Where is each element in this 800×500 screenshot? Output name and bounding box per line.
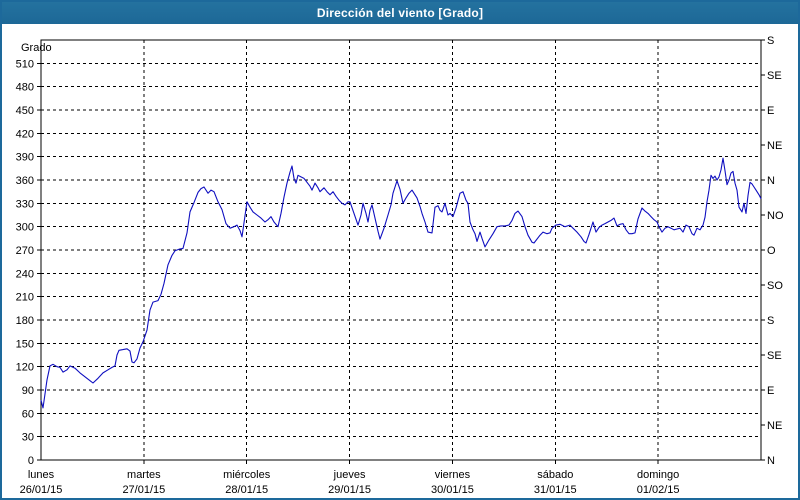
window-title-bar: Dirección del viento [Grado] bbox=[2, 2, 798, 24]
compass-label: NO bbox=[767, 210, 784, 222]
day-name-label: sábado bbox=[537, 469, 573, 481]
compass-label: E bbox=[767, 385, 774, 397]
day-date-label: 29/01/15 bbox=[328, 484, 371, 496]
day-name-label: jueves bbox=[333, 469, 366, 481]
compass-label: N bbox=[767, 175, 775, 187]
day-date-label: 01/02/15 bbox=[637, 484, 680, 496]
day-name-label: miércoles bbox=[223, 469, 271, 481]
day-date-label: 28/01/15 bbox=[225, 484, 268, 496]
y-tick-label: 180 bbox=[16, 315, 34, 327]
y-tick-label: 240 bbox=[16, 268, 34, 280]
compass-label: NE bbox=[767, 140, 782, 152]
y-tick-label: 90 bbox=[22, 385, 34, 397]
compass-label: NE bbox=[767, 420, 782, 432]
y-tick-label: 450 bbox=[16, 105, 34, 117]
y-tick-label: 300 bbox=[16, 222, 34, 234]
y-tick-label: 30 bbox=[22, 432, 34, 444]
day-date-label: 27/01/15 bbox=[122, 484, 165, 496]
y-tick-label: 480 bbox=[16, 82, 34, 94]
day-name-label: martes bbox=[127, 469, 161, 481]
compass-label: S bbox=[767, 35, 774, 47]
chart-area: 0 30 60 90 120 150 180 210 240 270 300 330 360 390 420… bbox=[2, 24, 798, 498]
compass-label: SE bbox=[767, 70, 782, 82]
wind-direction-chart: 0 30 60 90 120 150 180 210 240 270 300 330 360 390 420… bbox=[16, 35, 784, 496]
day-date-label: 26/01/15 bbox=[20, 484, 63, 496]
wind-direction-line bbox=[40, 157, 762, 409]
y-tick-label: 360 bbox=[16, 175, 34, 187]
compass-label: E bbox=[767, 105, 774, 117]
y-tick-label: 510 bbox=[16, 58, 34, 70]
day-name-label: viernes bbox=[435, 469, 471, 481]
compass-label: N bbox=[767, 455, 775, 467]
compass-label: SO bbox=[767, 280, 783, 292]
y-tick-label: 390 bbox=[16, 152, 34, 164]
y-tick-label: 330 bbox=[16, 198, 34, 210]
day-name-label: lunes bbox=[28, 469, 55, 481]
compass-label: S bbox=[767, 315, 774, 327]
day-name-label: domingo bbox=[637, 469, 679, 481]
y-tick-label: 120 bbox=[16, 362, 34, 374]
chart-title: Dirección del viento [Grado] bbox=[316, 6, 484, 20]
compass-label: SE bbox=[767, 350, 782, 362]
y-tick-label: 0 bbox=[28, 455, 34, 467]
y-tick-label: 60 bbox=[22, 408, 34, 420]
y-axis-title: Grado bbox=[21, 42, 52, 54]
compass-label: O bbox=[767, 245, 776, 257]
day-date-label: 30/01/15 bbox=[431, 484, 474, 496]
day-date-label: 31/01/15 bbox=[534, 484, 577, 496]
y-tick-label: 210 bbox=[16, 292, 34, 304]
y-tick-label: 420 bbox=[16, 128, 34, 140]
y-tick-label: 270 bbox=[16, 245, 34, 257]
y-tick-label: 150 bbox=[16, 338, 34, 350]
